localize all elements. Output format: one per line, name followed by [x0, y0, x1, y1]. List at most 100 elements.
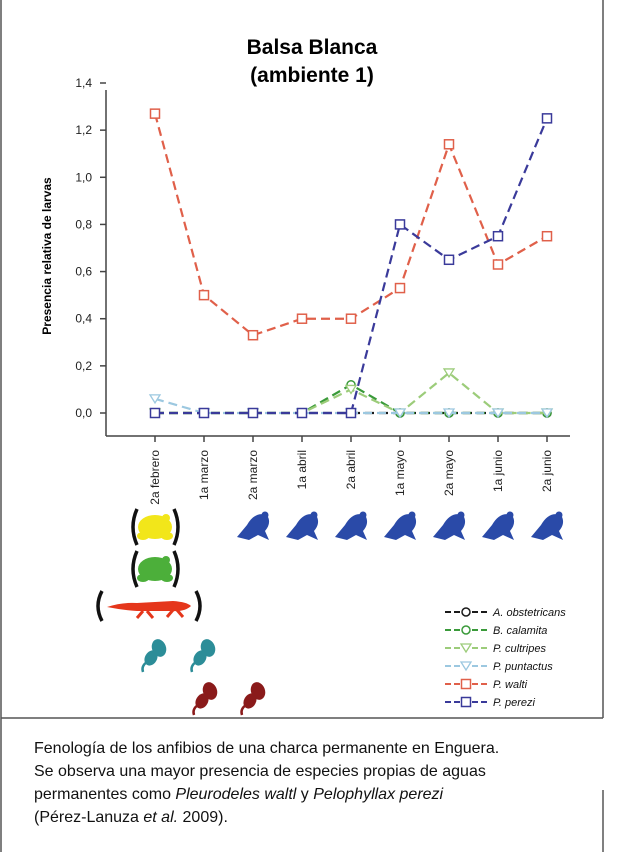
caption-etal: et al. — [143, 809, 179, 826]
data-point — [198, 407, 210, 419]
teal-toad-row — [141, 639, 216, 673]
data-point — [148, 394, 162, 405]
frog-eye — [408, 511, 416, 519]
frog-eye — [506, 511, 514, 519]
x-tick-label: 1a junio — [491, 450, 505, 492]
legend-label: P. cultripes — [493, 643, 546, 655]
series-layer — [148, 108, 554, 419]
caption-species-2: Pelophyllax perezi — [313, 786, 444, 803]
frog-eye — [310, 511, 318, 519]
teal-toad-icon — [190, 639, 216, 673]
legend-label: P. puntactus — [493, 661, 553, 673]
caption-text: 2009). — [178, 809, 228, 826]
newt-row — [96, 590, 202, 622]
axes — [105, 90, 570, 437]
caption-line-1: Fenología de los anfibios de una charca … — [34, 740, 500, 757]
darkred-toad-icon — [240, 682, 266, 716]
x-tick-label: 2a mayo — [442, 450, 456, 496]
caption-line-3: permanentes como Pleurodeles waltl y Pel… — [34, 783, 604, 806]
blue-frog-icon — [482, 511, 515, 540]
legend-swatch-marker — [461, 625, 471, 635]
legend-swatch-marker — [460, 678, 472, 690]
series-p-walti — [149, 108, 553, 341]
x-tick-label: 1a marzo — [197, 450, 211, 500]
legend-swatch-marker — [460, 696, 472, 708]
data-point — [296, 313, 308, 324]
toad-leg — [161, 532, 173, 540]
data-point — [540, 408, 554, 419]
legend-swatch-marker — [459, 661, 473, 672]
frog-body — [433, 514, 466, 540]
tadpole-body — [243, 693, 257, 709]
newt-icon — [107, 601, 191, 619]
caption-text: permanentes como — [34, 786, 176, 803]
left-bracket — [131, 550, 139, 588]
newt-leg — [145, 610, 155, 619]
data-point — [443, 139, 455, 150]
data-point — [247, 407, 259, 419]
blue-frog-icon — [286, 511, 319, 540]
y-tick-label: 1,0 — [75, 170, 92, 184]
caption-line-4: (Pérez-Lanuza et al. 2009). — [34, 806, 604, 829]
y-tick-label: 0,2 — [75, 359, 92, 373]
blue-frog-icon — [384, 511, 417, 540]
yellow-toad-row — [131, 508, 180, 546]
frog-body — [482, 514, 515, 540]
legend-swatch-marker — [461, 607, 471, 617]
teal-toad-icon — [141, 639, 167, 673]
data-point — [393, 408, 407, 419]
x-tick-label: 1a abril — [295, 450, 309, 489]
y-tick-label: 0,8 — [75, 217, 92, 231]
x-tick-label: 2a abril — [344, 450, 358, 489]
right-bracket — [172, 550, 180, 588]
toad-leg — [161, 574, 173, 582]
y-tick-label: 1,4 — [75, 76, 92, 90]
legend-label: B. calamita — [493, 625, 547, 637]
data-point — [149, 407, 161, 419]
tadpole-body — [144, 650, 158, 666]
x-ticks: 2a febrero 1a marzo 2a marzo 1a abril 2a abr… — [148, 436, 554, 505]
data-point — [198, 289, 210, 301]
data-point — [394, 219, 406, 230]
newt-leg — [165, 609, 175, 618]
tadpole-tail — [192, 703, 199, 716]
frog-body — [286, 514, 319, 540]
left-bracket — [96, 590, 104, 622]
x-tick-label: 2a junio — [540, 450, 554, 492]
chart-title: Balsa Blanca — [247, 36, 378, 59]
data-point — [345, 313, 357, 324]
green-toad-icon — [137, 556, 173, 582]
data-point — [296, 407, 308, 419]
y-tick-label: 0,6 — [75, 265, 92, 279]
frog-body — [531, 514, 564, 540]
data-point — [442, 408, 456, 419]
frog-eye — [555, 511, 563, 519]
data-point — [541, 230, 553, 242]
yellow-toad-icon — [137, 514, 173, 540]
y-tick-label: 1,2 — [75, 123, 92, 137]
x-tick-label: 2a febrero — [148, 450, 162, 505]
right-bracket — [194, 590, 202, 622]
line-chart: Balsa Blanca (ambiente 1) Presencia rela… — [40, 36, 570, 505]
legend-label: P. walti — [493, 679, 528, 691]
chart-subtitle: (ambiente 1) — [250, 64, 374, 87]
blue-frog-icon — [335, 511, 368, 540]
species-phenology-icons — [96, 508, 564, 716]
figure-caption: Fenología de los anfibios de una charca … — [34, 737, 604, 829]
data-point — [443, 254, 455, 266]
toad-eye — [162, 514, 170, 522]
blue-frog-icon — [531, 511, 564, 540]
toad-eye — [162, 556, 170, 564]
data-point — [492, 230, 504, 242]
left-bracket — [131, 508, 139, 546]
data-point — [344, 384, 358, 395]
frog-eye — [359, 511, 367, 519]
frog-eye — [261, 511, 269, 519]
x-tick-label: 1a mayo — [393, 450, 407, 496]
blue-frog-row — [237, 511, 564, 540]
caption-line-2: Se observa una mayor presencia de especi… — [34, 763, 486, 780]
newt-leg — [175, 609, 185, 618]
data-point — [541, 113, 553, 124]
darkred-toad-icon — [192, 682, 218, 716]
